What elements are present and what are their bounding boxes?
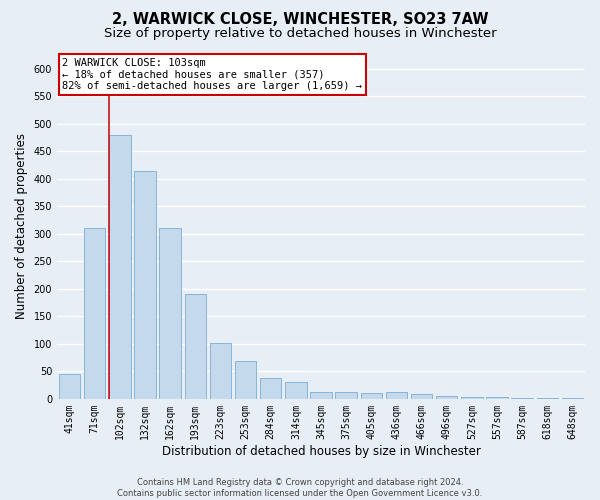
Bar [134, 170, 156, 399]
Bar [59, 374, 80, 399]
Bar [562, 398, 583, 399]
Text: Contains HM Land Registry data © Crown copyright and database right 2024.
Contai: Contains HM Land Registry data © Crown c… [118, 478, 482, 498]
Bar [109, 135, 131, 399]
Bar [335, 392, 357, 399]
Text: 2, WARWICK CLOSE, WINCHESTER, SO23 7AW: 2, WARWICK CLOSE, WINCHESTER, SO23 7AW [112, 12, 488, 28]
Bar [235, 361, 256, 399]
Bar [436, 396, 457, 399]
Bar [260, 378, 281, 399]
Bar [310, 392, 332, 399]
Bar [386, 392, 407, 399]
Text: Size of property relative to detached houses in Winchester: Size of property relative to detached ho… [104, 28, 496, 40]
Text: 2 WARWICK CLOSE: 103sqm
← 18% of detached houses are smaller (357)
82% of semi-d: 2 WARWICK CLOSE: 103sqm ← 18% of detache… [62, 58, 362, 91]
Bar [536, 398, 558, 399]
Bar [84, 228, 106, 399]
Bar [185, 294, 206, 399]
Bar [210, 344, 231, 399]
Bar [487, 397, 508, 399]
Bar [285, 382, 307, 399]
Bar [361, 394, 382, 399]
Bar [511, 398, 533, 399]
Bar [461, 397, 482, 399]
Y-axis label: Number of detached properties: Number of detached properties [15, 132, 28, 318]
X-axis label: Distribution of detached houses by size in Winchester: Distribution of detached houses by size … [161, 444, 481, 458]
Bar [160, 228, 181, 399]
Bar [411, 394, 432, 399]
